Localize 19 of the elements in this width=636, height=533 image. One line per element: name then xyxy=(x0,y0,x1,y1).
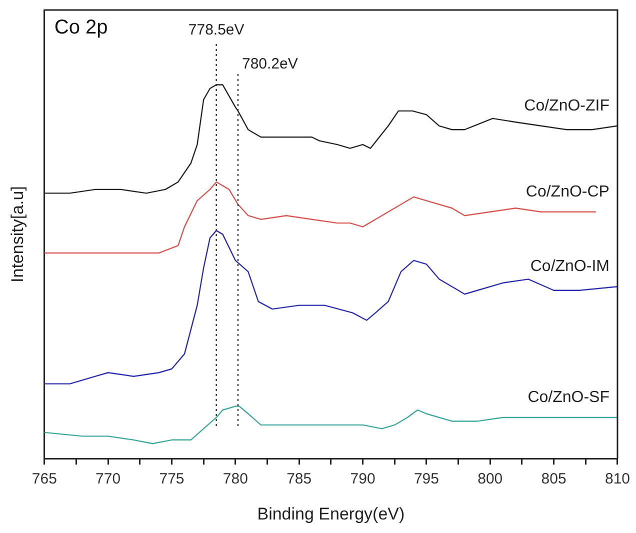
x-tick-label: 785 xyxy=(286,470,312,488)
text: Co 2p xyxy=(54,16,108,39)
x-axis-title: Binding Energy(eV) xyxy=(257,504,405,524)
ref-line-label: 778.5eV xyxy=(188,22,244,39)
x-tick-label: 795 xyxy=(414,470,439,488)
x-tick-label: 775 xyxy=(159,470,184,488)
x-tick-label: 765 xyxy=(32,470,57,488)
series-label: Co/ZnO-IM xyxy=(530,258,610,276)
x-tick-label: 790 xyxy=(350,470,376,488)
x-tick-label: 805 xyxy=(541,470,566,488)
x-tick-label: 780 xyxy=(222,470,248,488)
series-label: Co/ZnO-ZIF xyxy=(524,97,610,114)
x-tick-label: 800 xyxy=(478,470,503,488)
ref-line-label: 780.2eV xyxy=(242,56,298,73)
series-label: Co/ZnO-CP xyxy=(526,183,610,200)
x-tick-label: 770 xyxy=(96,470,121,488)
series-label: Co/ZnO-SF xyxy=(528,388,610,406)
y-axis-title: Intensity[a.u] xyxy=(8,186,27,282)
x-tick-label: 810 xyxy=(604,470,630,488)
